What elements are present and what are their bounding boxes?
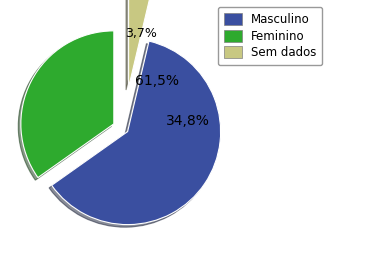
Text: 3,7%: 3,7% xyxy=(125,27,157,40)
Text: 34,8%: 34,8% xyxy=(166,114,210,128)
Legend: Masculino, Feminino, Sem dados: Masculino, Feminino, Sem dados xyxy=(218,7,322,65)
Text: 61,5%: 61,5% xyxy=(135,74,179,88)
Wedge shape xyxy=(129,0,150,87)
Wedge shape xyxy=(21,31,114,178)
Wedge shape xyxy=(52,41,220,225)
